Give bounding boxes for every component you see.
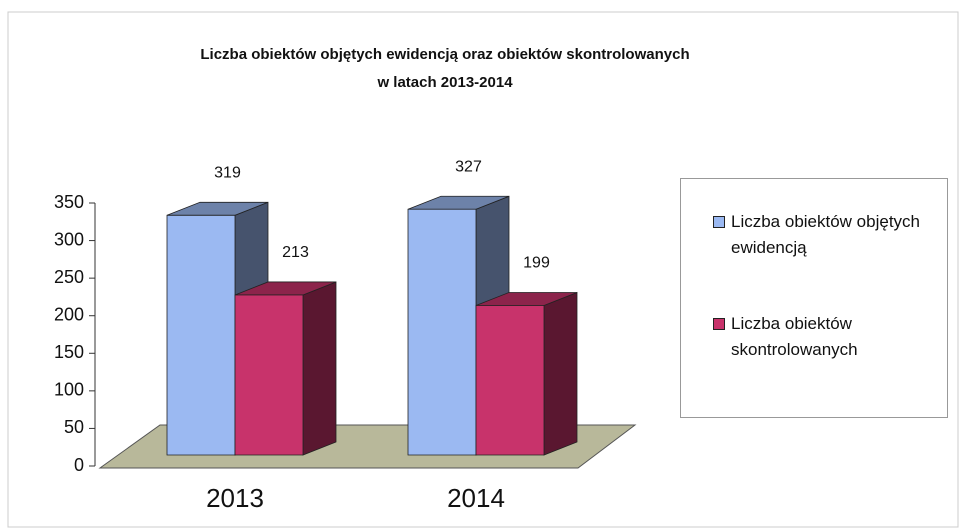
legend: Liczba obiektów objętych ewidencją Liczba… bbox=[680, 178, 948, 418]
bar-face bbox=[543, 291, 578, 456]
x-tick-label: 2014 bbox=[447, 483, 505, 513]
bar-face bbox=[166, 214, 236, 456]
legend-label: Liczba obiektów skontrolowanych bbox=[731, 314, 858, 359]
y-tick-label: 50 bbox=[64, 417, 84, 437]
chart-title: Liczba obiektów objętych ewidencją oraz … bbox=[200, 46, 689, 63]
bar-face bbox=[407, 208, 477, 456]
bar bbox=[475, 291, 578, 456]
y-tick-label: 150 bbox=[54, 342, 84, 362]
y-tick-label: 200 bbox=[54, 304, 84, 324]
frame bbox=[7, 11, 959, 528]
legend-swatch bbox=[713, 318, 725, 330]
legend-entry: Liczba obiektów skontrolowanych bbox=[713, 311, 921, 363]
value-label: 199 bbox=[523, 255, 550, 272]
bar-face bbox=[234, 294, 304, 456]
bar bbox=[234, 281, 337, 456]
legend-entry: Liczba obiektów objętych ewidencją bbox=[713, 209, 921, 261]
y-tick-label: 250 bbox=[54, 267, 84, 287]
value-label: 319 bbox=[214, 165, 241, 182]
bar-face bbox=[475, 305, 545, 456]
value-label: 213 bbox=[282, 244, 309, 261]
y-tick-label: 300 bbox=[54, 229, 84, 249]
y-tick-label: 350 bbox=[54, 192, 84, 212]
bar-face bbox=[302, 281, 337, 456]
y-tick-label: 100 bbox=[54, 380, 84, 400]
y-tick-label: 0 bbox=[74, 455, 84, 475]
legend-swatch bbox=[713, 216, 725, 228]
legend-label: Liczba obiektów objętych ewidencją bbox=[731, 212, 921, 257]
x-tick-label: 2013 bbox=[206, 483, 264, 513]
value-label: 327 bbox=[455, 159, 482, 176]
chart-title: w latach 2013-2014 bbox=[376, 74, 513, 91]
